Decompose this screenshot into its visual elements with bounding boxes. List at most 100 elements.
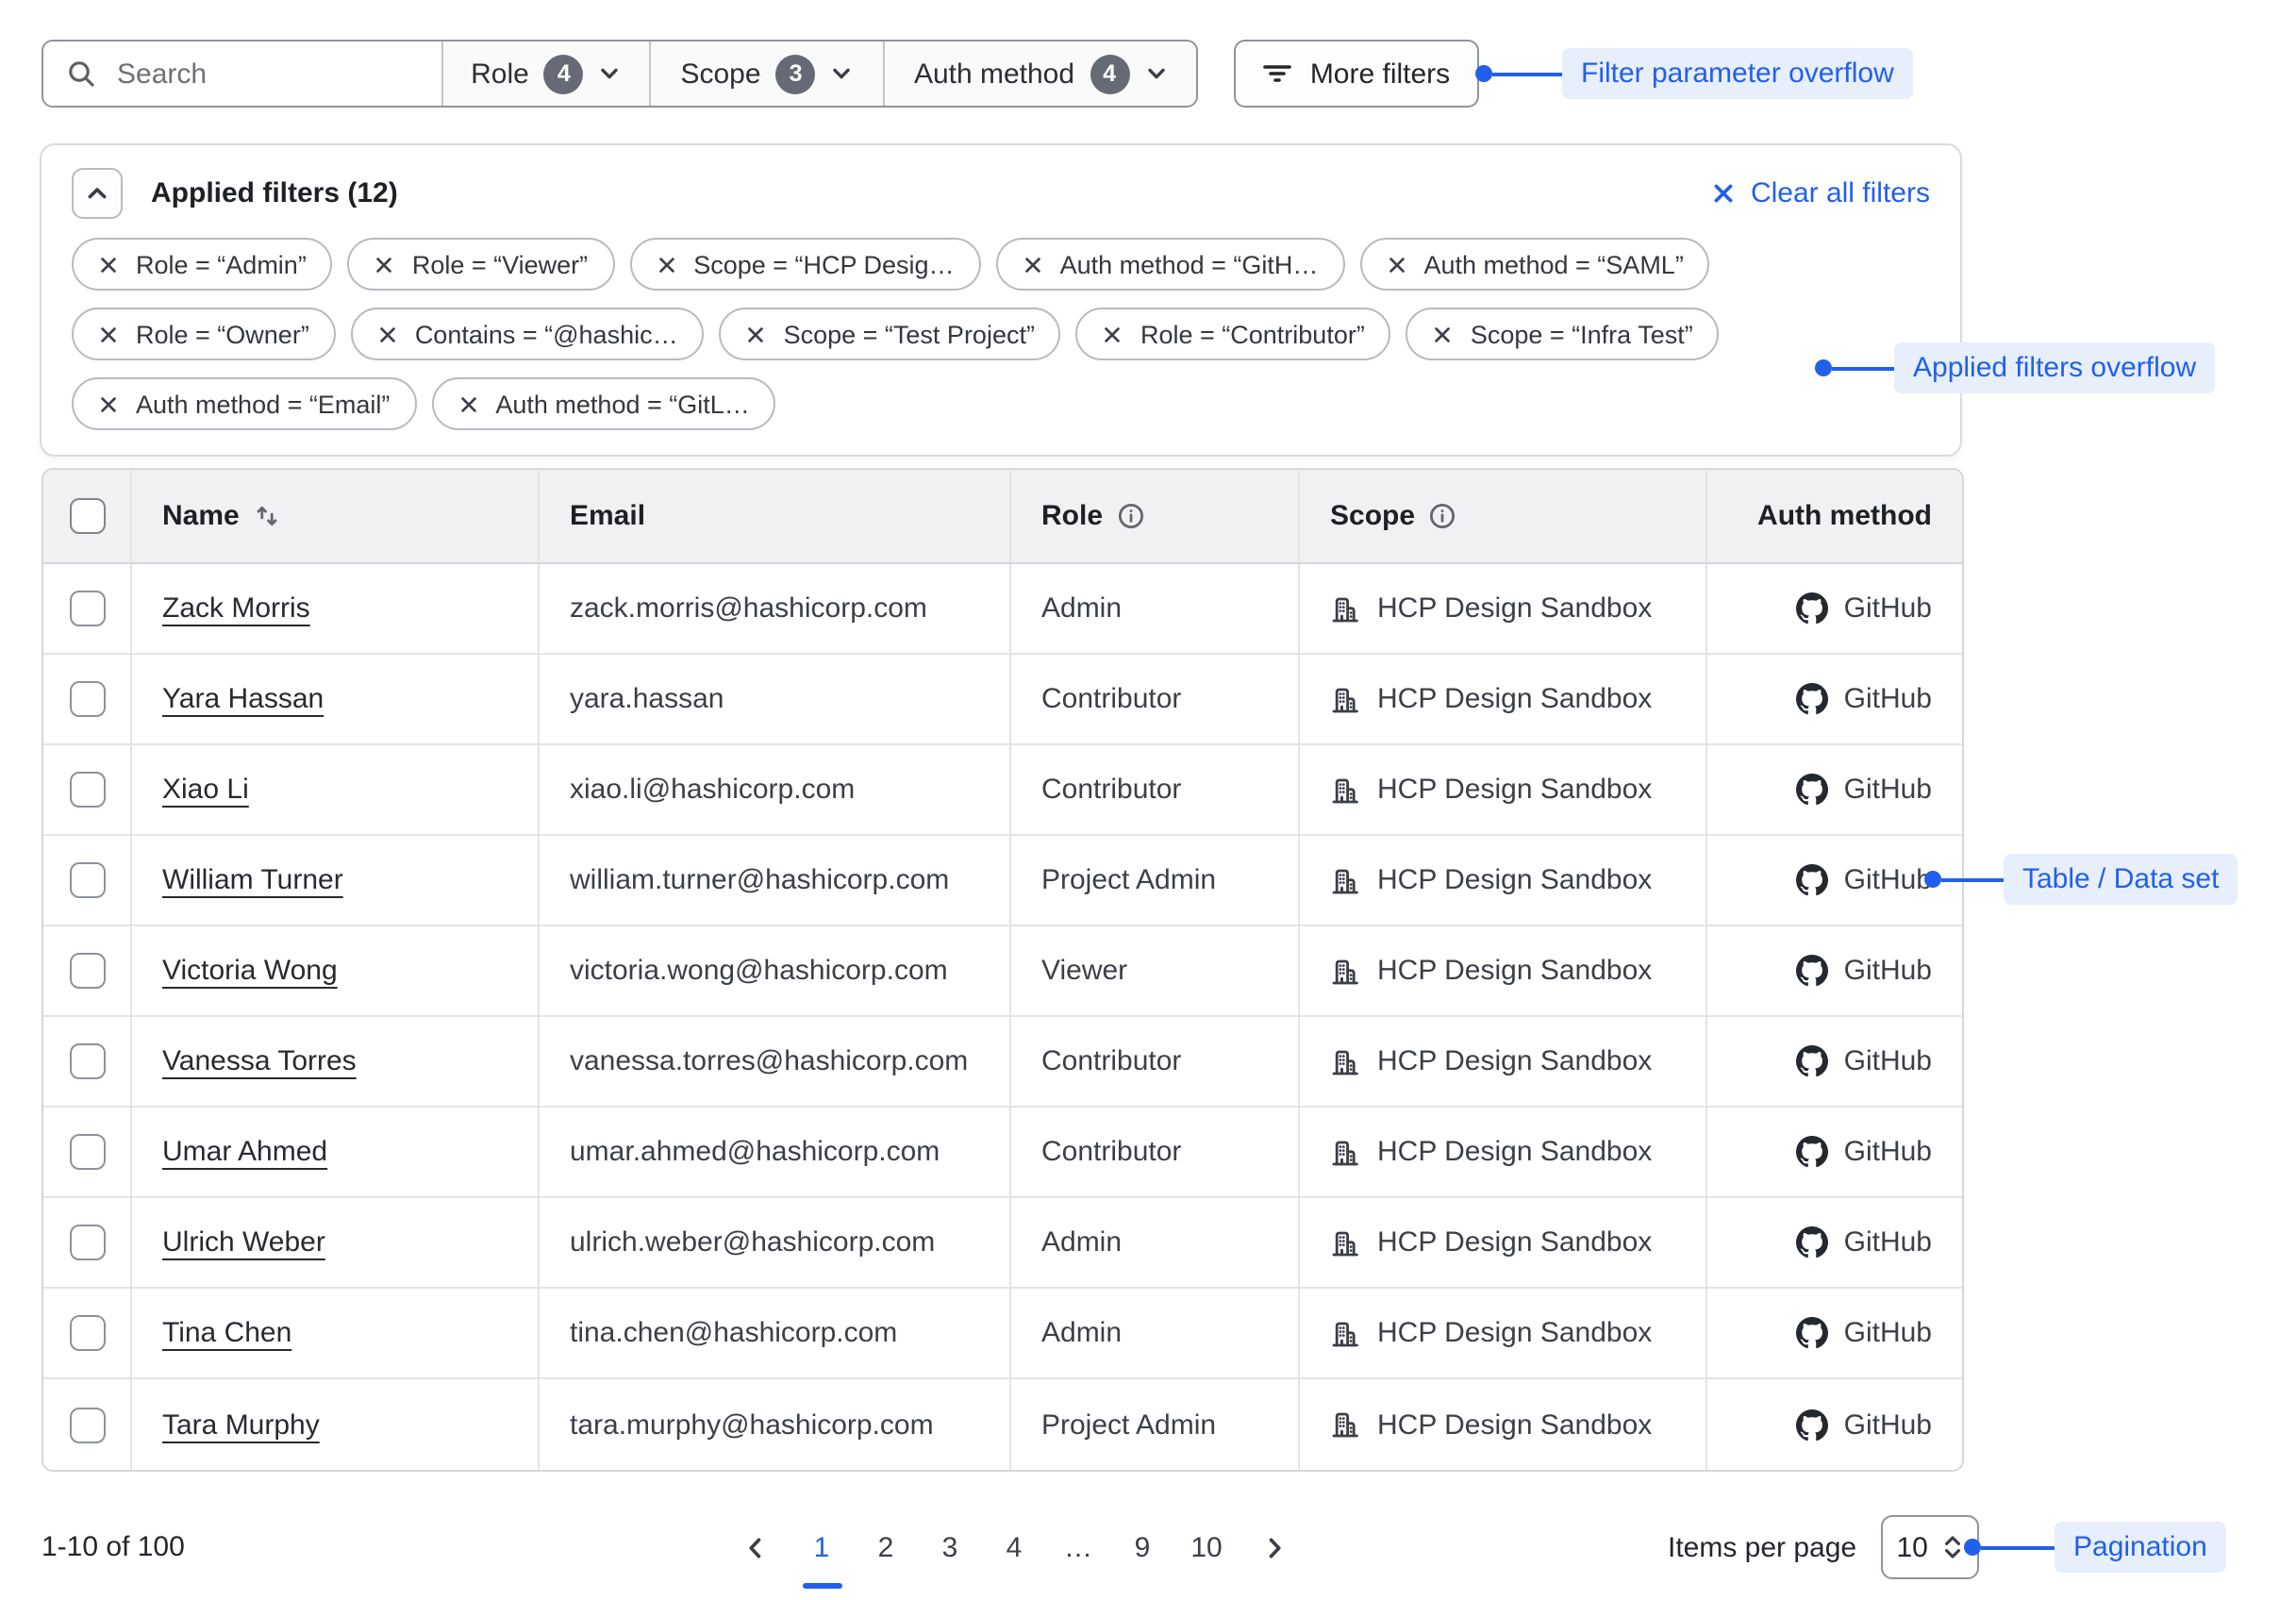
- x-icon[interactable]: [1433, 324, 1454, 344]
- applied-filters-title: Applied filters (12): [151, 177, 398, 209]
- x-icon[interactable]: [98, 393, 119, 414]
- user-name-link[interactable]: William Turner: [162, 864, 343, 896]
- page-number-9[interactable]: 9: [1134, 1531, 1151, 1563]
- auth-method-filter-count-badge: 4: [1090, 54, 1130, 93]
- role-cell: Contributor: [1009, 1108, 1298, 1196]
- scope-filter-dropdown[interactable]: Scope 3: [649, 42, 883, 106]
- results-range-label: 1-10 of 100: [42, 1531, 185, 1563]
- select-all-checkbox[interactable]: [69, 498, 105, 534]
- x-icon[interactable]: [374, 254, 395, 275]
- x-icon[interactable]: [656, 254, 676, 275]
- x-icon[interactable]: [458, 393, 478, 414]
- filter-chip[interactable]: Auth method = “GitL…: [431, 377, 776, 430]
- scope-cell: HCP Design Sandbox: [1298, 745, 1705, 834]
- filter-chip[interactable]: Role = “Admin”: [72, 238, 333, 291]
- items-per-page-select[interactable]: 10: [1881, 1515, 1980, 1579]
- column-header-scope: Scope: [1298, 470, 1705, 562]
- auth-cell: GitHub: [1705, 1108, 1962, 1196]
- filter-chip-label: Contains = “@hashic…: [414, 320, 678, 348]
- user-name-link[interactable]: Tina Chen: [162, 1317, 292, 1349]
- row-checkbox[interactable]: [69, 772, 105, 808]
- filter-chip[interactable]: Scope = “HCP Desig…: [629, 238, 981, 291]
- x-icon[interactable]: [98, 254, 119, 275]
- x-icon[interactable]: [377, 324, 398, 344]
- filter-chip[interactable]: Role = “Contributor”: [1075, 308, 1391, 360]
- user-name-link[interactable]: Zack Morris: [162, 592, 310, 625]
- email-cell: umar.ahmed@hashicorp.com: [538, 1108, 1009, 1196]
- user-auth-method: GitHub: [1843, 592, 1932, 625]
- auth-cell: GitHub: [1705, 655, 1962, 743]
- user-email: victoria.wong@hashicorp.com: [570, 955, 948, 987]
- table-row: Zack Morris zack.morris@hashicorp.com Ad…: [43, 564, 1962, 655]
- scope-cell: HCP Design Sandbox: [1298, 1108, 1705, 1196]
- filter-chip[interactable]: Auth method = “Email”: [72, 377, 417, 430]
- filter-chip[interactable]: Auth method = “SAML”: [1359, 238, 1710, 291]
- row-checkbox[interactable]: [69, 953, 105, 989]
- next-page-button[interactable]: [1251, 1523, 1296, 1572]
- user-scope: HCP Design Sandbox: [1377, 683, 1653, 715]
- callout-line: [1492, 72, 1562, 75]
- scope-filter-count-badge: 3: [775, 54, 816, 93]
- filter-chip[interactable]: Role = “Viewer”: [347, 238, 615, 291]
- user-name-link[interactable]: Tara Murphy: [162, 1408, 320, 1441]
- user-role: Admin: [1041, 592, 1123, 625]
- row-checkbox[interactable]: [69, 591, 105, 626]
- x-icon[interactable]: [746, 324, 767, 344]
- row-checkbox[interactable]: [69, 1225, 105, 1260]
- role-cell: Project Admin: [1009, 1379, 1298, 1470]
- x-icon[interactable]: [1023, 254, 1043, 275]
- github-icon: [1796, 955, 1829, 987]
- info-circle-icon[interactable]: [1116, 502, 1144, 530]
- filter-chip[interactable]: Role = “Owner”: [72, 308, 336, 360]
- callout-dot: [1964, 1539, 1981, 1556]
- filter-chip-label: Scope = “Infra Test”: [1470, 320, 1693, 348]
- filter-chip[interactable]: Scope = “Test Project”: [719, 308, 1061, 360]
- sort-arrows-icon[interactable]: [253, 502, 281, 530]
- x-icon[interactable]: [98, 324, 119, 344]
- clear-all-filters-link[interactable]: Clear all filters: [1711, 177, 1930, 209]
- filter-chip[interactable]: Contains = “@hashic…: [350, 308, 705, 360]
- x-icon[interactable]: [1386, 254, 1406, 275]
- building-icon: [1330, 1227, 1360, 1258]
- row-checkbox[interactable]: [69, 1407, 105, 1442]
- info-circle-icon[interactable]: [1428, 502, 1456, 530]
- name-cell: Vanessa Torres: [130, 1017, 538, 1106]
- user-scope: HCP Design Sandbox: [1377, 592, 1653, 625]
- applied-overflow-callout: Applied filters overflow: [1815, 342, 2216, 393]
- user-name-link[interactable]: Xiao Li: [162, 774, 249, 806]
- row-checkbox[interactable]: [69, 1134, 105, 1170]
- search-box[interactable]: [43, 42, 441, 106]
- page-number-3[interactable]: 3: [941, 1531, 958, 1563]
- user-name-link[interactable]: Victoria Wong: [162, 955, 338, 987]
- github-icon: [1796, 1226, 1829, 1258]
- filter-chip[interactable]: Auth method = “GitH…: [995, 238, 1345, 291]
- building-icon: [1330, 865, 1360, 895]
- user-name-link[interactable]: Ulrich Weber: [162, 1226, 325, 1258]
- user-name-link[interactable]: Umar Ahmed: [162, 1136, 328, 1168]
- row-checkbox[interactable]: [69, 1315, 105, 1351]
- pagination-annotation: Pagination: [2055, 1522, 2226, 1573]
- auth-method-filter-dropdown[interactable]: Auth method 4: [883, 42, 1196, 106]
- x-icon[interactable]: [1103, 324, 1123, 344]
- row-checkbox[interactable]: [69, 1043, 105, 1079]
- page-number-4[interactable]: 4: [1006, 1531, 1023, 1563]
- name-cell: Xiao Li: [130, 745, 538, 834]
- more-filters-button[interactable]: More filters: [1234, 40, 1479, 108]
- row-checkbox[interactable]: [69, 862, 105, 898]
- row-select-cell: [43, 745, 130, 834]
- row-checkbox[interactable]: [69, 681, 105, 717]
- role-filter-dropdown[interactable]: Role 4: [441, 42, 649, 106]
- user-name-link[interactable]: Vanessa Torres: [162, 1045, 357, 1077]
- column-header-name[interactable]: Name: [130, 470, 538, 562]
- previous-page-button[interactable]: [732, 1523, 777, 1572]
- collapse-panel-button[interactable]: [72, 168, 123, 219]
- filter-chip[interactable]: Scope = “Infra Test”: [1406, 308, 1720, 360]
- page-navigation: 1 2 3 4 … 9 10: [732, 1523, 1296, 1572]
- user-name-link[interactable]: Yara Hassan: [162, 683, 324, 715]
- page-number-1[interactable]: 1: [802, 1523, 841, 1572]
- page-number-10[interactable]: 10: [1190, 1531, 1223, 1563]
- search-input[interactable]: [113, 56, 419, 92]
- user-role: Admin: [1041, 1226, 1123, 1258]
- page-number-2[interactable]: 2: [877, 1531, 894, 1563]
